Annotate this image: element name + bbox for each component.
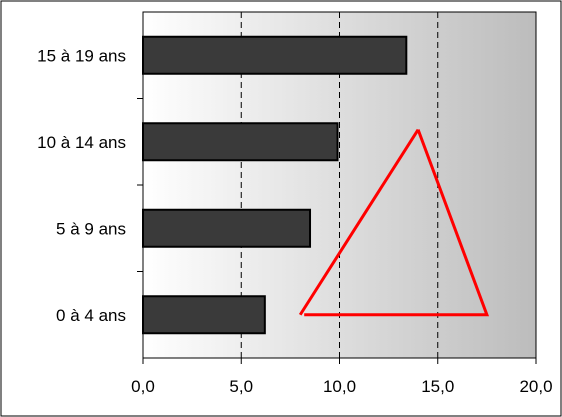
- bars: [142, 35, 408, 335]
- triangle-annotation: [298, 128, 490, 317]
- x-tick-label: 0,0: [131, 377, 155, 396]
- bar: [142, 35, 408, 75]
- bar: [142, 122, 339, 162]
- y-axis: 15 à 19 ans 10 à 14 ans 5 à 9 ans 0 à 4 ans: [37, 46, 143, 325]
- y-tick-label: 0 à 4 ans: [56, 306, 126, 325]
- x-tick-label: 10,0: [323, 377, 356, 396]
- bar: [142, 295, 266, 335]
- annotation: [298, 128, 490, 317]
- x-axis: 0,0 5,0 10,0 15,0 20,0: [131, 358, 553, 396]
- x-tick-label: 15,0: [421, 377, 454, 396]
- y-tick-label: 5 à 9 ans: [56, 219, 126, 238]
- x-tick-label: 20,0: [519, 377, 552, 396]
- x-tick-label: 5,0: [229, 377, 253, 396]
- y-tick-label: 15 à 19 ans: [37, 46, 126, 65]
- bar: [142, 208, 312, 248]
- y-tick-label: 10 à 14 ans: [37, 133, 126, 152]
